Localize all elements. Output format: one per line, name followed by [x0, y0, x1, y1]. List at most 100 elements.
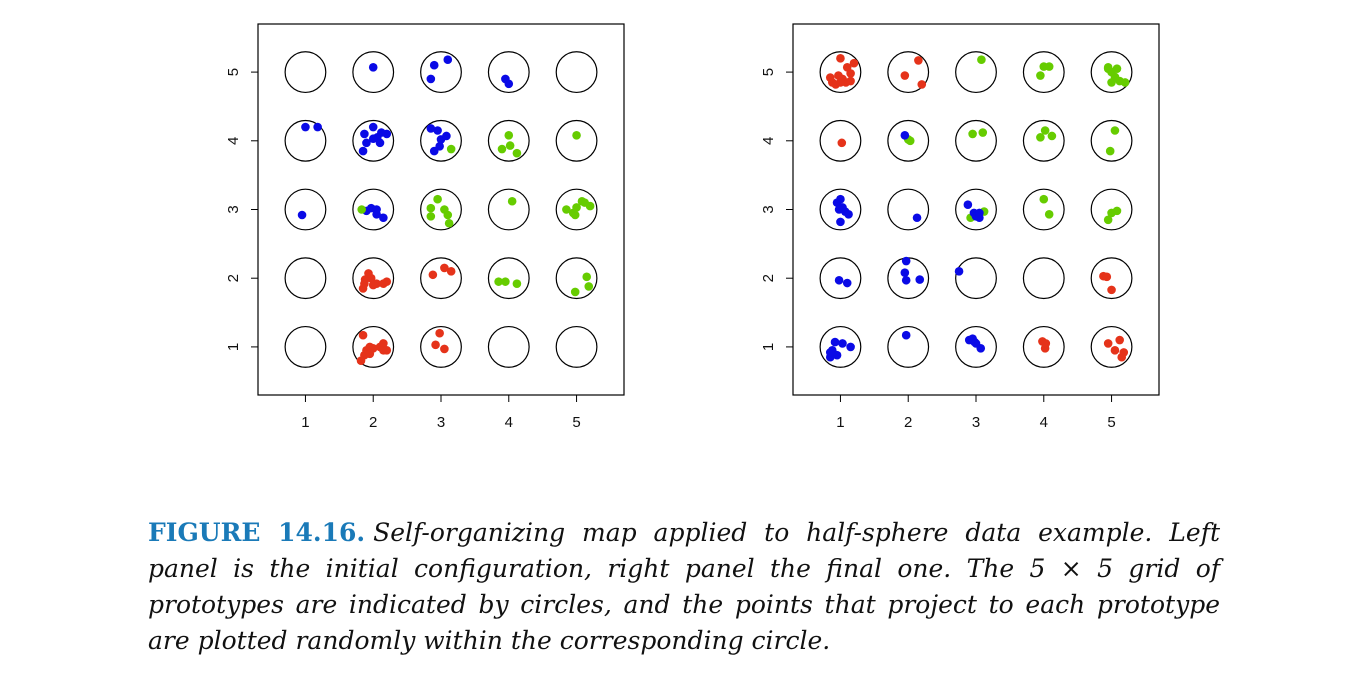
data-point-green	[426, 212, 436, 221]
data-point-blue	[846, 342, 855, 352]
data-point-red	[1110, 346, 1120, 355]
prototype-circle	[284, 257, 327, 300]
y-tick-label: 4	[225, 137, 242, 145]
data-point-red	[1103, 339, 1113, 348]
data-point-green	[1107, 78, 1116, 87]
prototype-circle	[1090, 325, 1133, 368]
data-point-blue	[912, 213, 922, 223]
data-point-blue	[836, 194, 845, 204]
data-point-green	[1044, 62, 1054, 71]
data-point-blue	[368, 62, 378, 72]
data-point-red	[1107, 285, 1116, 295]
data-point-blue	[832, 350, 842, 360]
data-point-green	[426, 203, 436, 213]
figure-area: 1 2 3 4 5 1 2 3 4 5 1 2 3 4 5 1 2 3 4 5	[225, 23, 1160, 431]
prototype-circle	[420, 325, 462, 368]
data-point-blue	[358, 146, 368, 156]
data-point-red	[846, 76, 855, 86]
prototype-circle	[887, 188, 930, 231]
prototype-circle	[1090, 188, 1133, 231]
data-point-green	[494, 277, 503, 286]
data-point-green	[444, 218, 454, 228]
data-point-green	[512, 148, 522, 158]
data-point-green	[443, 210, 453, 220]
prototype-circle	[420, 188, 462, 231]
prototype-circle	[819, 257, 862, 300]
data-point-red	[836, 78, 845, 87]
y-tick-label: 5	[225, 68, 242, 76]
data-point-green	[1103, 215, 1113, 225]
data-point-red	[440, 263, 449, 273]
data-point-blue	[313, 122, 322, 132]
data-point-blue	[382, 129, 392, 139]
prototype-circle	[1022, 51, 1065, 94]
y-tick-label: 2	[760, 274, 777, 282]
data-point-green	[504, 131, 514, 140]
data-point-green	[585, 201, 595, 211]
data-point-red	[837, 138, 847, 148]
prototype-circle	[819, 325, 862, 368]
prototype-circle	[1090, 257, 1133, 300]
data-point-green	[968, 129, 977, 139]
prototype-circle	[420, 51, 462, 94]
caption-label: FIGURE 14.16.	[148, 518, 366, 547]
prototype-circle	[555, 119, 598, 162]
data-point-green	[1105, 146, 1115, 156]
data-point-red	[356, 356, 366, 365]
prototype-circle	[555, 51, 598, 94]
data-point-blue	[442, 131, 451, 141]
data-point-green	[1112, 206, 1122, 216]
prototype-circle	[487, 325, 530, 368]
data-point-green	[978, 128, 988, 137]
prototype-circle	[1022, 257, 1065, 300]
data-point-blue	[433, 126, 442, 135]
data-point-blue	[375, 138, 385, 148]
prototype-circle	[352, 51, 395, 94]
prototype-circle	[284, 188, 327, 231]
data-point-red	[900, 71, 910, 80]
prototype-circle	[955, 257, 997, 300]
prototype-circle	[555, 257, 598, 300]
data-point-green	[505, 141, 515, 150]
data-point-green	[1112, 64, 1122, 73]
data-point-red	[849, 58, 859, 68]
left-panel: 1 2 3 4 5 1 2 3 4 5	[225, 23, 625, 431]
x-tick-label: 3	[972, 414, 980, 431]
data-point-blue	[426, 124, 436, 133]
data-point-blue	[368, 122, 378, 132]
x-tick-label: 1	[836, 414, 844, 431]
data-point-blue	[834, 275, 844, 285]
right-panel: 1 2 3 4 5 1 2 3 4 5	[760, 23, 1160, 431]
data-point-red	[1041, 339, 1051, 348]
y-tick-label: 2	[225, 274, 242, 282]
prototype-circle	[352, 257, 395, 300]
data-point-green	[497, 144, 507, 154]
data-point-green	[1040, 126, 1050, 135]
data-point-red	[435, 328, 444, 338]
data-point-red	[1102, 272, 1112, 282]
x-tick-label: 1	[301, 414, 309, 431]
data-point-blue	[963, 200, 973, 209]
data-point-red	[360, 279, 369, 289]
data-point-blue	[429, 146, 439, 156]
data-point-green	[905, 136, 915, 146]
data-point-green	[584, 282, 594, 291]
prototype-circle	[1022, 188, 1065, 231]
prototype-circle	[555, 325, 598, 368]
data-point-red	[431, 340, 440, 350]
data-point-blue	[426, 74, 436, 84]
data-point-blue	[301, 122, 310, 132]
data-point-green	[433, 194, 442, 204]
y-tick-label: 3	[225, 205, 242, 213]
data-point-red	[428, 270, 438, 280]
data-point-green	[1103, 62, 1113, 72]
x-tick-label: 2	[904, 414, 912, 431]
x-tick-label: 2	[369, 414, 377, 431]
data-point-red	[917, 80, 927, 89]
data-point-green	[1110, 126, 1120, 135]
data-point-green	[570, 287, 580, 297]
x-tick-label: 4	[505, 414, 513, 431]
data-point-blue	[844, 210, 853, 219]
data-point-red	[446, 267, 456, 276]
x-tick-label: 3	[437, 414, 445, 431]
